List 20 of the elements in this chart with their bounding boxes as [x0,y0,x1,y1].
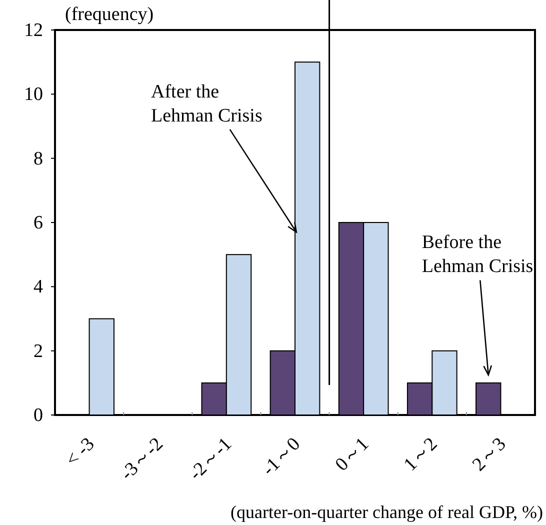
x-tick-label: 0～1 [331,434,374,476]
y-axis-title: (frequency) [65,4,154,25]
x-tick-label: -2～-1 [185,434,236,484]
x-axis-title: (quarter-on-quarter change of real GDP, %) [230,502,543,522]
x-tick-label: < -3 [62,434,99,471]
y-tick-label: 4 [34,276,44,298]
x-tick-label: -1～0 [258,434,305,480]
x-tick-label: -3～-2 [116,434,168,484]
y-tick-label: 0 [34,405,43,426]
y-tick-label: 10 [24,84,43,106]
x-tick-label: 1～2 [400,434,442,476]
annotation: Before the Lehman Crisis [422,232,534,377]
y-tick-label: 8 [34,148,43,170]
annotation: After the Lehman Crisis [151,81,298,234]
y-tick-label: 12 [24,20,43,41]
annotation: After the Lehman Crisis [151,81,262,126]
x-tick-label: 2～3 [468,434,510,476]
y-tick-label: 2 [34,340,43,362]
annotation: Before the Lehman Crisis [422,232,534,278]
y-tick-label: 6 [34,212,43,234]
